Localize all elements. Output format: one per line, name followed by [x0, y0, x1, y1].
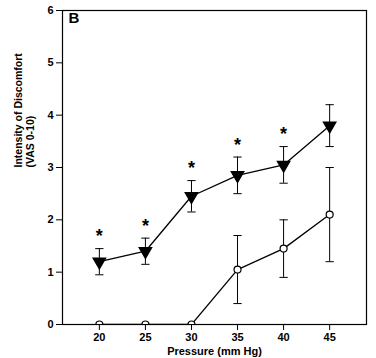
svg-text:4: 4 — [47, 109, 54, 121]
svg-text:45: 45 — [324, 331, 336, 343]
svg-text:0: 0 — [47, 318, 53, 330]
svg-text:*: * — [142, 216, 149, 236]
svg-text:2: 2 — [47, 213, 53, 225]
svg-text:Intensity of Discomfort(VAS 0-: Intensity of Discomfort(VAS 0-10) — [12, 53, 36, 168]
svg-text:*: * — [234, 135, 241, 155]
svg-text:*: * — [280, 124, 287, 144]
svg-text:6: 6 — [47, 4, 53, 16]
svg-text:5: 5 — [47, 56, 53, 68]
svg-text:*: * — [188, 158, 195, 178]
svg-text:Pressure (mm Hg): Pressure (mm Hg) — [167, 345, 262, 357]
svg-text:20: 20 — [93, 331, 105, 343]
svg-text:35: 35 — [231, 331, 243, 343]
svg-text:3: 3 — [47, 161, 53, 173]
svg-text:25: 25 — [139, 331, 151, 343]
svg-text:B: B — [69, 9, 80, 26]
svg-text:30: 30 — [185, 331, 197, 343]
svg-text:1: 1 — [47, 266, 53, 278]
svg-text:*: * — [96, 226, 103, 246]
svg-text:40: 40 — [277, 331, 289, 343]
